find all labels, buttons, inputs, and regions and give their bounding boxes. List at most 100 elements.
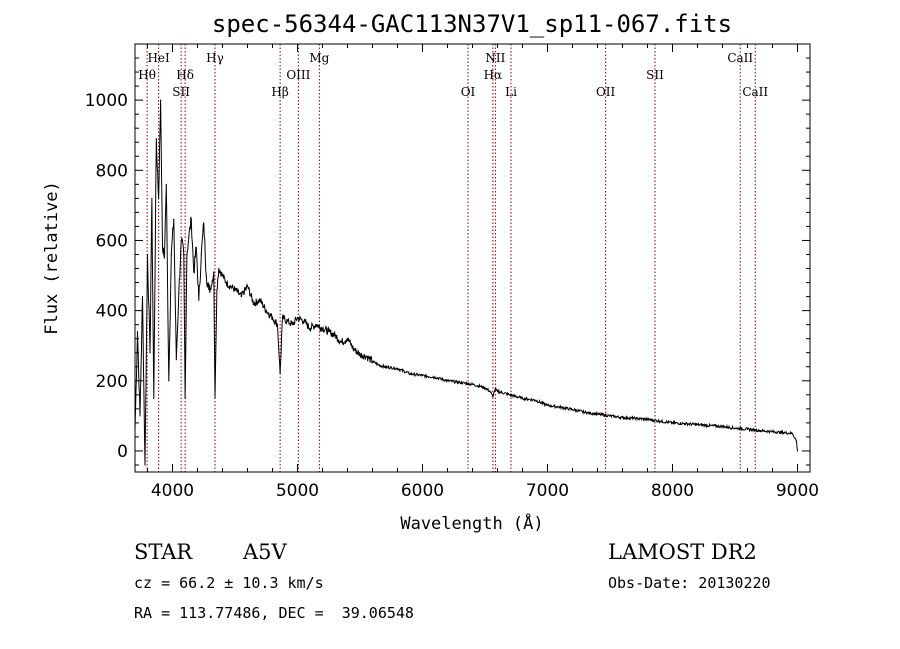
spectral-line-label: SII (172, 85, 190, 99)
spectrum-data-point (421, 374, 424, 377)
spectral-line-label: Hδ (176, 68, 194, 82)
spectrum-data-point (265, 310, 267, 312)
spectrum-data-point (279, 373, 281, 375)
spectrum-data-point (328, 331, 330, 333)
x-tick-label: 5000 (276, 481, 319, 501)
spectrum-data-point (208, 288, 210, 291)
spectral-line-label: CaII (742, 85, 768, 99)
spectrum-data-point (161, 246, 164, 249)
spectrum-data-point (571, 408, 574, 411)
spectrum-data-point (234, 288, 236, 291)
spectral-line-label: Hθ (138, 68, 156, 82)
spectral-line-label: CaII (727, 51, 753, 65)
spectrum-data-point (353, 348, 355, 350)
spectrum-data-point (195, 246, 197, 249)
spectrum-data-point (213, 271, 215, 273)
spectrum-data-point (684, 422, 686, 425)
y-tick-label: 200 (96, 372, 128, 392)
spectrum-data-point (281, 317, 284, 319)
spectrum-data-point (596, 413, 599, 415)
spectrum-data-point (188, 236, 190, 238)
spectrum-data-point (183, 253, 185, 256)
spectrum-data-point (784, 432, 786, 434)
spectrum-data-point (609, 415, 611, 417)
spectrum-data-point (559, 406, 561, 408)
spectrum-data-point (163, 257, 165, 259)
spectrum-data-point (340, 341, 342, 343)
spectrum-data-point (621, 417, 624, 419)
spectrum-data-point (136, 331, 139, 333)
spectrum-data-point (291, 324, 294, 326)
spectrum-data-point (240, 295, 242, 298)
spectrum-data-point (534, 399, 536, 401)
spectrum-data-point (146, 253, 149, 256)
spectrum-data-point (144, 464, 146, 466)
spectral-line-label: OIII (286, 68, 310, 82)
spectrum-data-point (205, 274, 207, 277)
survey-name: LAMOST DR2 (608, 540, 757, 564)
spectrum-data-point (659, 420, 661, 422)
spectrum-layer (134, 99, 799, 466)
spectrum-data-point (221, 274, 224, 277)
spectrum-data-point (334, 334, 336, 336)
spectrum-data-point (139, 415, 141, 417)
spectrum-data-point (709, 425, 711, 427)
spectrum-data-point (296, 317, 299, 319)
spectrum-data-point (149, 352, 151, 354)
spectrum-data-point (303, 320, 305, 322)
spectrum-data-point (193, 271, 195, 273)
spectrum-data-point (721, 425, 724, 427)
spectrum-data-point (315, 324, 317, 326)
y-axis-label: Flux (relative) (42, 181, 62, 335)
spectrum-data-point (170, 253, 172, 256)
spectral-line-label: Li (505, 85, 517, 99)
spectral-line-label: OI (461, 85, 476, 99)
y-tick-label: 800 (96, 161, 128, 181)
spectrum-data-point (153, 397, 155, 399)
spectrum-data-point (225, 281, 227, 284)
chart-title: spec-56344-GAC113N37V1_sp11-067.fits (212, 10, 732, 38)
spectrum-data-point (346, 338, 349, 340)
spectrum-data-point (168, 380, 170, 382)
spectral-line-label: HeI (147, 51, 170, 65)
spectrum-data-point (759, 430, 761, 432)
spectrum-data-point (178, 292, 180, 294)
spectrum-data-point (151, 197, 153, 199)
spectrum-data-point (198, 299, 200, 301)
spectrum-data-point (434, 376, 436, 378)
spectrum-data-point (309, 327, 311, 329)
spectrum-data-point (646, 418, 649, 420)
y-tick-label: 600 (96, 231, 128, 251)
redshift-cz: cz = 66.2 ± 10.3 km/s (134, 574, 324, 592)
spectrum-data-point (158, 197, 160, 199)
spectrum-data-point (276, 324, 279, 326)
spectrum-data-point (321, 327, 324, 329)
x-tick-label: 6000 (401, 481, 444, 501)
spectrum-data-point (696, 424, 699, 426)
spectrum-data-point (796, 450, 799, 452)
spectrum-data-point (253, 303, 255, 305)
spectrum-data-point (214, 397, 216, 399)
spectral-line-label: SII (646, 68, 664, 82)
spectrum-data-point (446, 380, 449, 382)
x-tick-label: 8000 (651, 481, 694, 501)
spectrum-data-point (259, 299, 261, 301)
spectrum-data-point (371, 360, 374, 363)
x-axis-label: Wavelength (Å) (400, 512, 543, 534)
spectrum-data-point (190, 218, 192, 221)
spectrum-data-point (671, 422, 674, 424)
x-tick-label: 7000 (526, 481, 569, 501)
spectrum-data-point (271, 317, 274, 319)
spectrum-data-point (546, 404, 549, 406)
spectrum-data-point (409, 373, 411, 375)
y-tick-label: 400 (96, 302, 128, 322)
spectrum-data-point (229, 285, 231, 287)
spectrum-data-point (165, 183, 167, 185)
spectrum-data-point (186, 253, 188, 256)
spectral-line-label: NII (485, 51, 505, 65)
spectrum-data-point (160, 99, 162, 101)
spectrum-series-line (134, 100, 798, 466)
spectrum-data-point (210, 285, 212, 287)
spectrum-data-point (396, 367, 399, 370)
